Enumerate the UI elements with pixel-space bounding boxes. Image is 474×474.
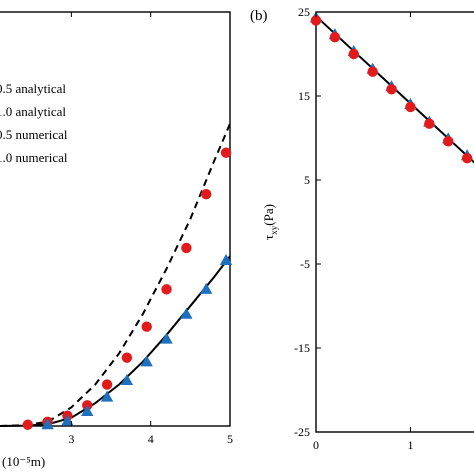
- y-tick-label: -15: [294, 341, 310, 355]
- data-point-circle-n05: [181, 242, 192, 254]
- data-point-triangle-n10: [120, 373, 134, 386]
- data-point-circle-b_cir: [348, 48, 359, 60]
- legend: 0.5 analytical 1.0 analytical 0.5 numeri…: [0, 81, 68, 165]
- data-point-circle-b_cir: [386, 84, 397, 95]
- data-point-circle-n05: [161, 284, 172, 295]
- panel-b-label: (b): [250, 8, 268, 24]
- panel-a-x-ticks: 3 4 5: [68, 12, 233, 446]
- series-line-a05: [0, 123, 231, 427]
- legend-entry-0: 0.5 analytical: [0, 81, 66, 96]
- panel-b-frame: [315, 11, 474, 433]
- y-tick-label: 5: [304, 173, 310, 187]
- y-tick-label: -25: [294, 425, 310, 439]
- panel-a-frame: [0, 11, 231, 427]
- data-point-circle-b_cir: [461, 152, 473, 164]
- x-tick-label: 4: [148, 432, 154, 446]
- data-point-triangle-n10: [81, 405, 94, 417]
- data-point-triangle-n10: [160, 332, 173, 344]
- data-point-circle-n05: [220, 147, 232, 158]
- x-tick-label: 0: [313, 438, 319, 452]
- data-point-triangle-n10: [219, 253, 233, 265]
- series-line-a10: [0, 255, 231, 427]
- data-point-triangle-n10: [200, 282, 213, 294]
- data-point-circle-b_cir: [310, 15, 322, 26]
- data-point-circle-n05: [101, 379, 113, 390]
- y-tick-label: 15: [298, 89, 310, 103]
- tau-unit: (Pa): [261, 204, 276, 226]
- x-tick-label: 1: [407, 438, 413, 452]
- data-point-triangle-n10: [180, 307, 193, 319]
- panel-a: 3 4 5 (10⁻⁵m) 0.5 analytical 1.0 analytica…: [0, 11, 233, 469]
- y-tick-label: -5: [300, 257, 310, 271]
- data-point-triangle-n10: [61, 414, 74, 426]
- panel-b-ticks: 0 1 25 15 5 -5 -15 -25: [294, 5, 413, 452]
- data-point-circle-n05: [141, 321, 152, 332]
- x-tick-label: 3: [68, 432, 74, 446]
- data-point-triangle-n10: [41, 418, 54, 430]
- data-point-circle-n05: [121, 352, 133, 363]
- data-point-circle-b_cir: [443, 136, 454, 147]
- panel-b-series: [309, 11, 474, 164]
- series-line-b_line: [315, 15, 474, 164]
- tau-subscript: xy: [269, 225, 279, 235]
- data-point-circle-n05: [22, 419, 33, 430]
- legend-entry-3: 1.0 numerical: [0, 150, 68, 165]
- legend-entry-1: 1.0 analytical: [0, 104, 66, 119]
- x-tick-label: 5: [227, 432, 233, 446]
- data-point-triangle-n10: [140, 355, 153, 367]
- data-point-circle-b_cir: [367, 66, 378, 77]
- data-point-circle-b_cir: [424, 118, 435, 129]
- y-tick-label: 25: [298, 5, 310, 19]
- panel-b-y-axis-title: τxy(Pa): [261, 204, 279, 240]
- data-point-triangle-n10: [100, 390, 114, 402]
- legend-entry-2: 0.5 numerical: [0, 127, 68, 142]
- data-point-circle-b_cir: [405, 101, 416, 113]
- panel-a-x-axis-title: (10⁻⁵m): [2, 454, 45, 469]
- panel-b: (b) 0 1 25 15 5 -5 -15 -25 τxy(Pa): [250, 5, 474, 452]
- data-point-circle-b_cir: [329, 32, 341, 43]
- tau-symbol: τ: [261, 235, 276, 240]
- data-point-circle-n05: [201, 188, 212, 200]
- svg-text:τxy(Pa): τxy(Pa): [261, 204, 279, 240]
- panel-a-series: [0, 123, 233, 430]
